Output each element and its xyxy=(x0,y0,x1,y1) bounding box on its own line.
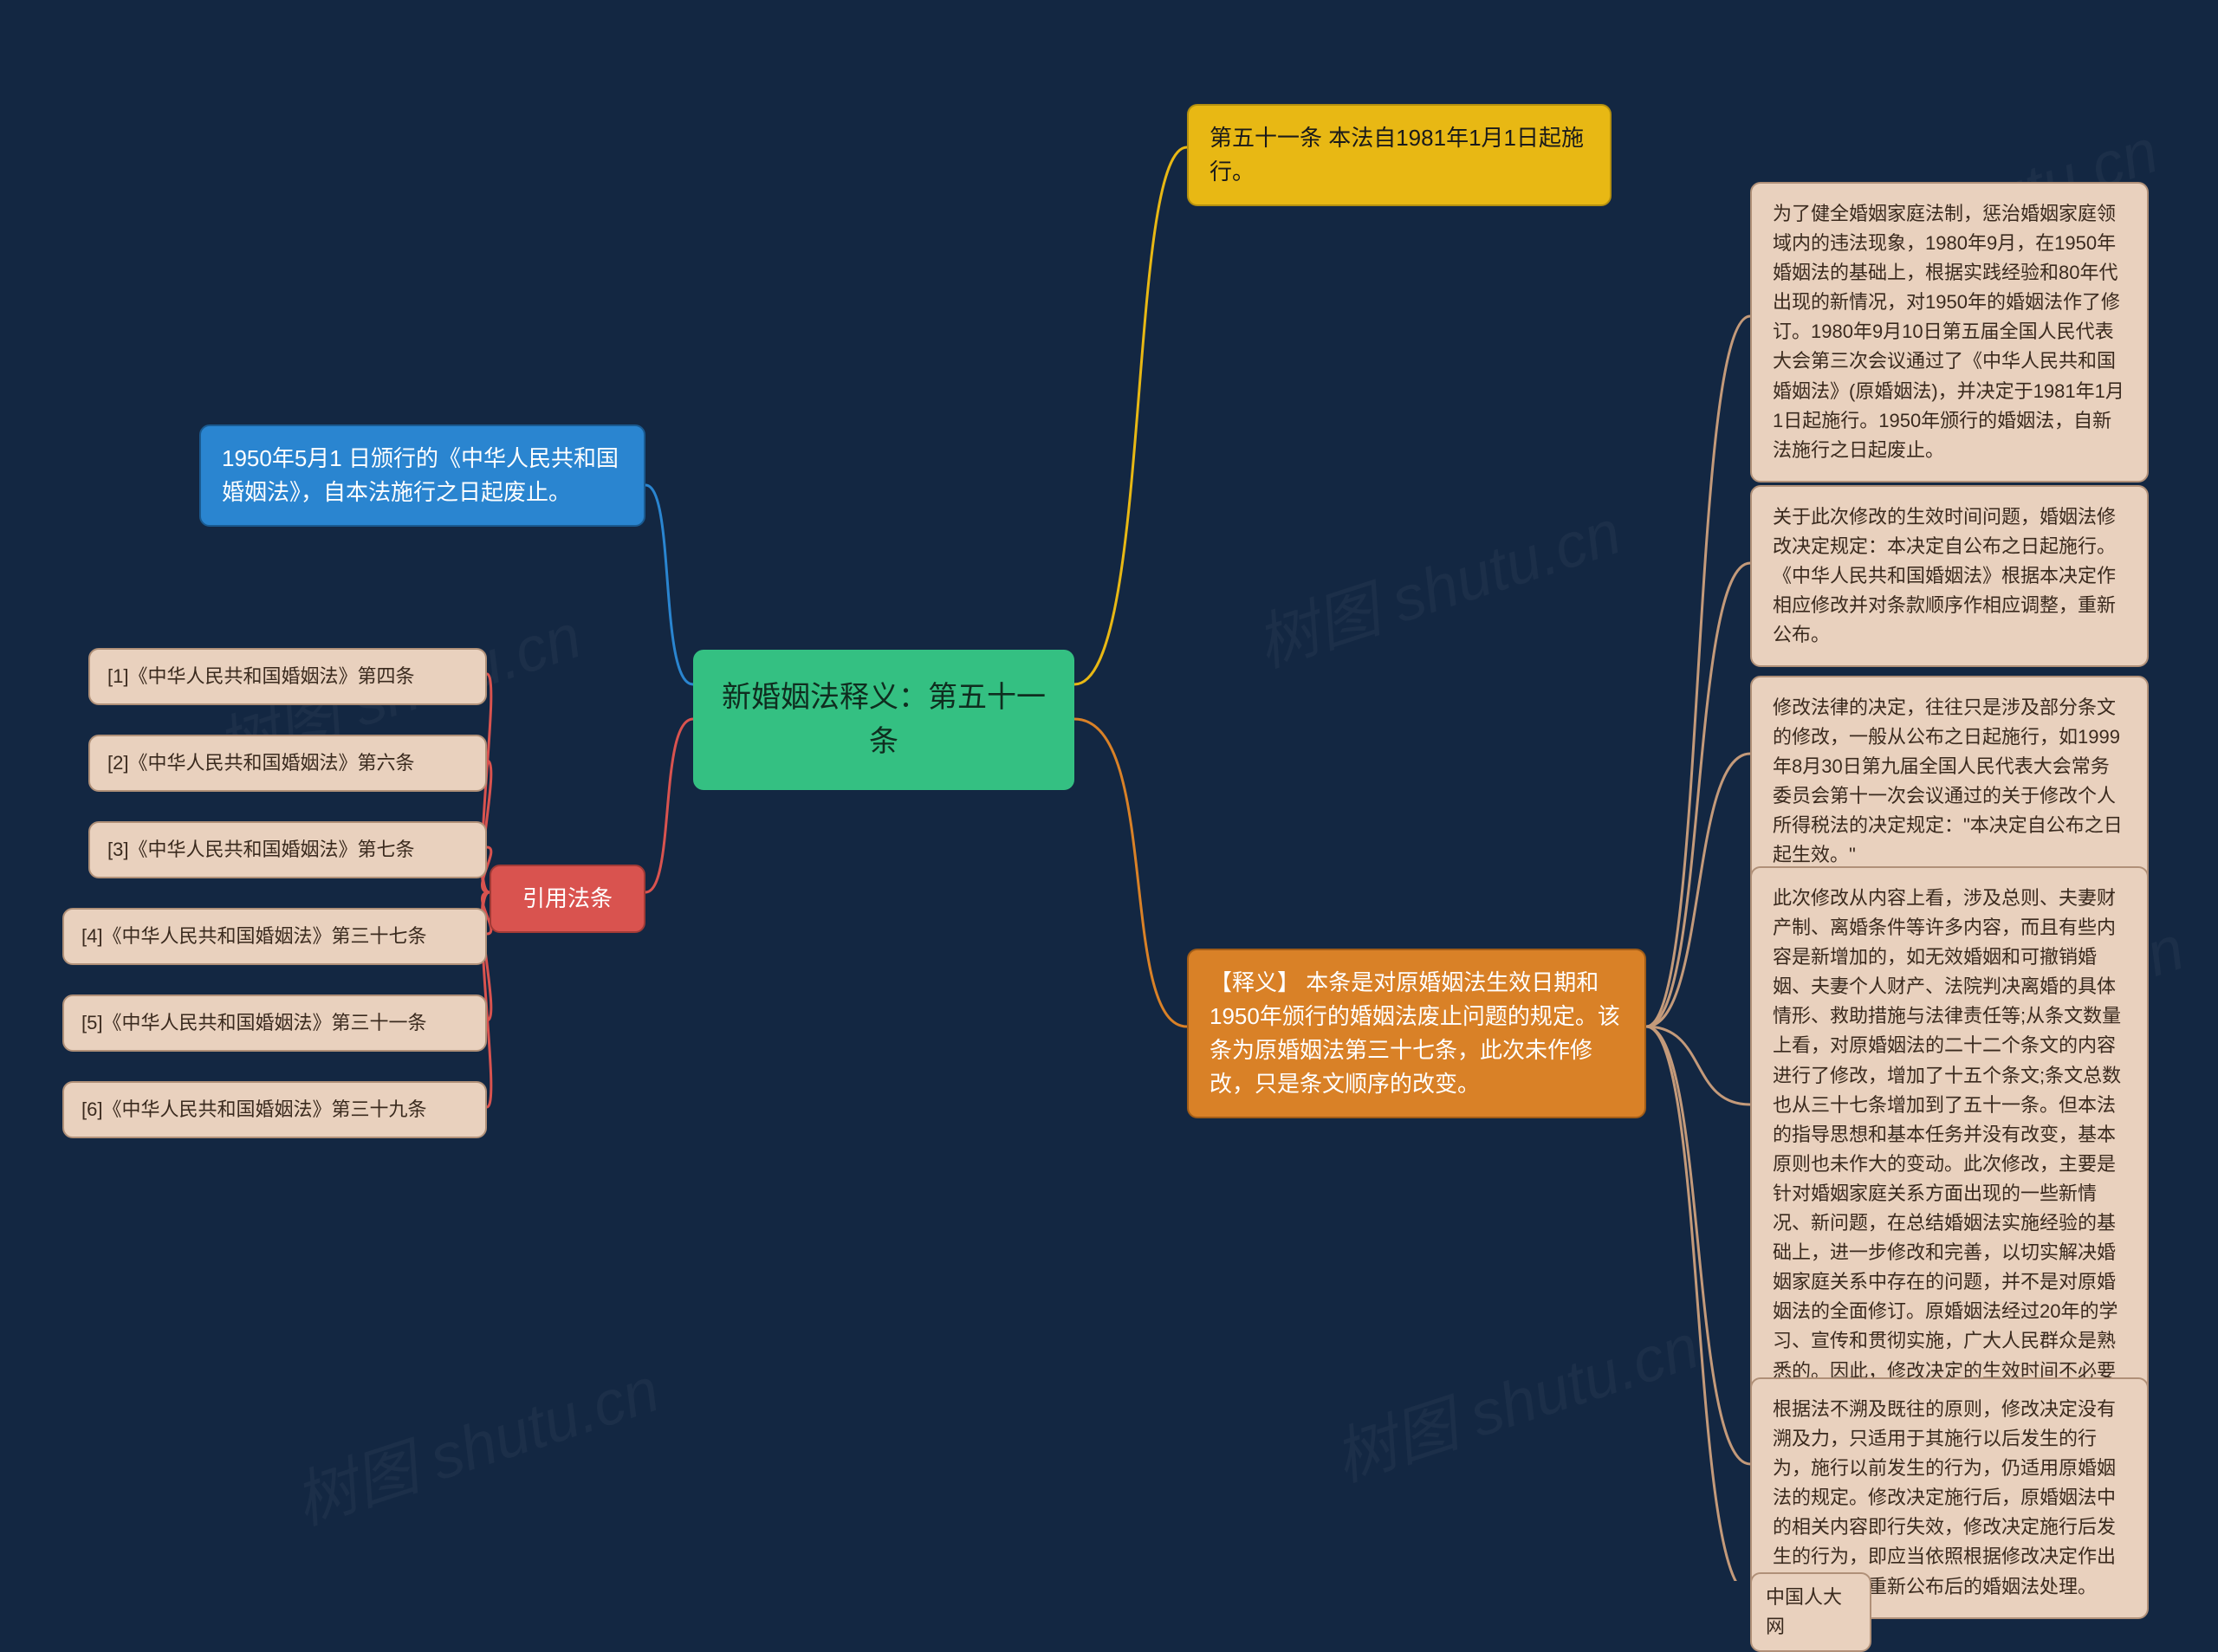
watermark: 树图 shutu.cn xyxy=(1242,481,1630,684)
interpretation-leaf-source[interactable]: 中国人大网 xyxy=(1750,1572,1871,1652)
citation-leaf[interactable]: [6]《中华人民共和国婚姻法》第三十九条 xyxy=(62,1081,487,1138)
citation-leaf[interactable]: [4]《中华人民共和国婚姻法》第三十七条 xyxy=(62,908,487,965)
interpretation-leaf[interactable]: 为了健全婚姻家庭法制，惩治婚姻家庭领域内的违法现象，1980年9月，在1950年… xyxy=(1750,182,2149,483)
watermark: 树图 shutu.cn xyxy=(1320,1295,1708,1499)
node-1950-law[interactable]: 1950年5月1 日颁行的《中华人民共和国婚姻法》，自本法施行之日起废止。 xyxy=(199,424,645,527)
node-article-51[interactable]: 第五十一条 本法自1981年1月1日起施行。 xyxy=(1187,104,1612,206)
citation-leaf[interactable]: [2]《中华人民共和国婚姻法》第六条 xyxy=(88,735,487,792)
node-interpretation[interactable]: 【释义】 本条是对原婚姻法生效日期和1950年颁行的婚姻法废止问题的规定。该条为… xyxy=(1187,949,1646,1118)
citation-leaf[interactable]: [1]《中华人民共和国婚姻法》第四条 xyxy=(88,648,487,705)
root-node[interactable]: 新婚姻法释义：第五十一条 xyxy=(693,650,1074,790)
interpretation-leaf[interactable]: 关于此次修改的生效时间问题，婚姻法修改决定规定：本决定自公布之日起施行。《中华人… xyxy=(1750,485,2149,667)
citation-leaf[interactable]: [3]《中华人民共和国婚姻法》第七条 xyxy=(88,821,487,878)
node-citations[interactable]: 引用法条 xyxy=(490,865,645,933)
citation-leaf[interactable]: [5]《中华人民共和国婚姻法》第三十一条 xyxy=(62,994,487,1052)
watermark: 树图 shutu.cn xyxy=(281,1338,668,1542)
interpretation-leaf[interactable]: 修改法律的决定，往往只是涉及部分条文的修改，一般从公布之日起施行，如1999年8… xyxy=(1750,676,2149,888)
interpretation-leaf[interactable]: 此次修改从内容上看，涉及总则、夫妻财产制、离婚条件等许多内容，而且有些内容是新增… xyxy=(1750,866,2149,1433)
